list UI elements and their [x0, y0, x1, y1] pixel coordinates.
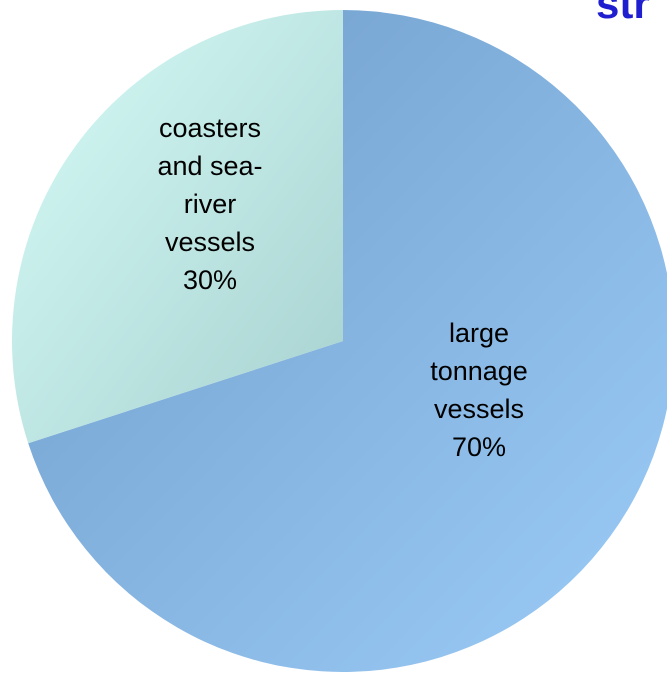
- pie-labels: large tonnage vessels 70% coasters and sea-ri…: [157, 113, 527, 462]
- label-line: 30%: [183, 265, 237, 295]
- slice-coasters-and-sea-river-vessels: [11, 10, 344, 444]
- label-line: river: [184, 189, 237, 219]
- label-line: and sea-: [157, 151, 262, 181]
- label-line: coasters: [159, 113, 261, 143]
- label-line: 70%: [452, 432, 506, 462]
- clipped-title-fragment: str: [596, 0, 650, 27]
- label-line: vessels: [434, 394, 524, 424]
- slice-coasters-and-sea-river-vessels-label: coasters and sea-river vessels 30%: [157, 113, 262, 295]
- label-line: large: [449, 318, 509, 348]
- label-line: tonnage: [430, 356, 528, 386]
- slice-large-tonnage-vessels-label: large tonnage vessels 70%: [430, 318, 528, 462]
- slice-large-tonnage-vessels: [28, 10, 667, 672]
- pie-slices: [11, 10, 667, 672]
- label-line: vessels: [165, 227, 255, 257]
